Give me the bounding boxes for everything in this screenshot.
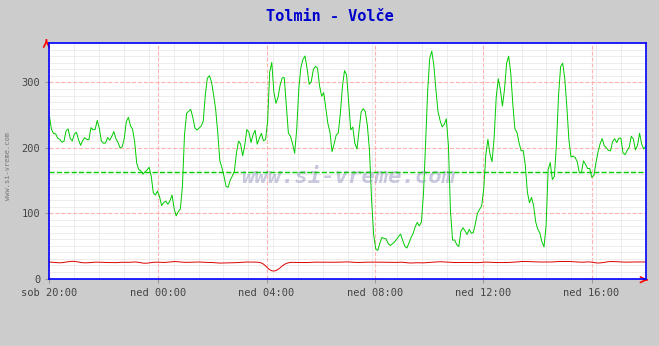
Text: www.si-vreme.com: www.si-vreme.com bbox=[5, 132, 11, 200]
Text: Tolmin - Volče: Tolmin - Volče bbox=[266, 9, 393, 24]
Text: www.si-vreme.com: www.si-vreme.com bbox=[241, 167, 455, 188]
